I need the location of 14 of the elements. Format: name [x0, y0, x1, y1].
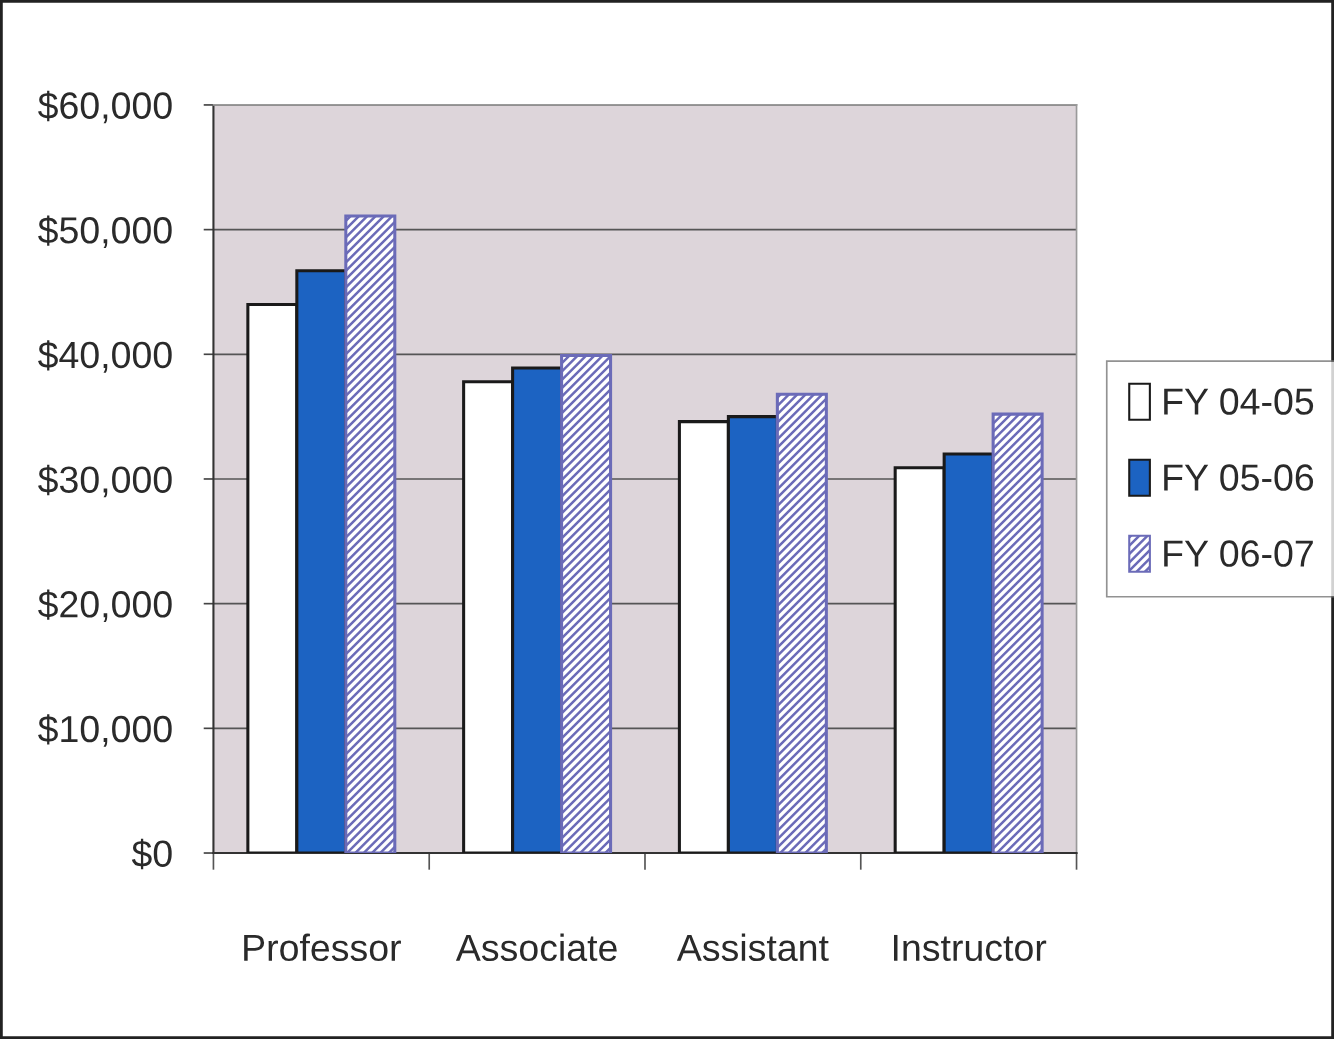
y-tick-label: $0 [131, 838, 172, 870]
y-tick-label: $40,000 [38, 340, 172, 373]
y-tick-label: $60,000 [38, 90, 172, 124]
x-tick-label: Professor [244, 933, 401, 962]
x-tick-label: Instructor [893, 934, 1047, 962]
x-tick-label: Associate [455, 933, 617, 962]
y-tick-label: $50,000 [38, 215, 172, 249]
legend-label: FY 05-06 [1164, 464, 1314, 491]
y-tick-label: $20,000 [38, 589, 172, 623]
x-tick-label: Assistant [676, 933, 829, 962]
legend-label: FY 04-05 [1164, 388, 1314, 415]
y-tick-label: $30,000 [38, 464, 172, 498]
y-tick-label: $10,000 [38, 714, 172, 747]
legend-label: FY 06-07 [1164, 540, 1313, 567]
